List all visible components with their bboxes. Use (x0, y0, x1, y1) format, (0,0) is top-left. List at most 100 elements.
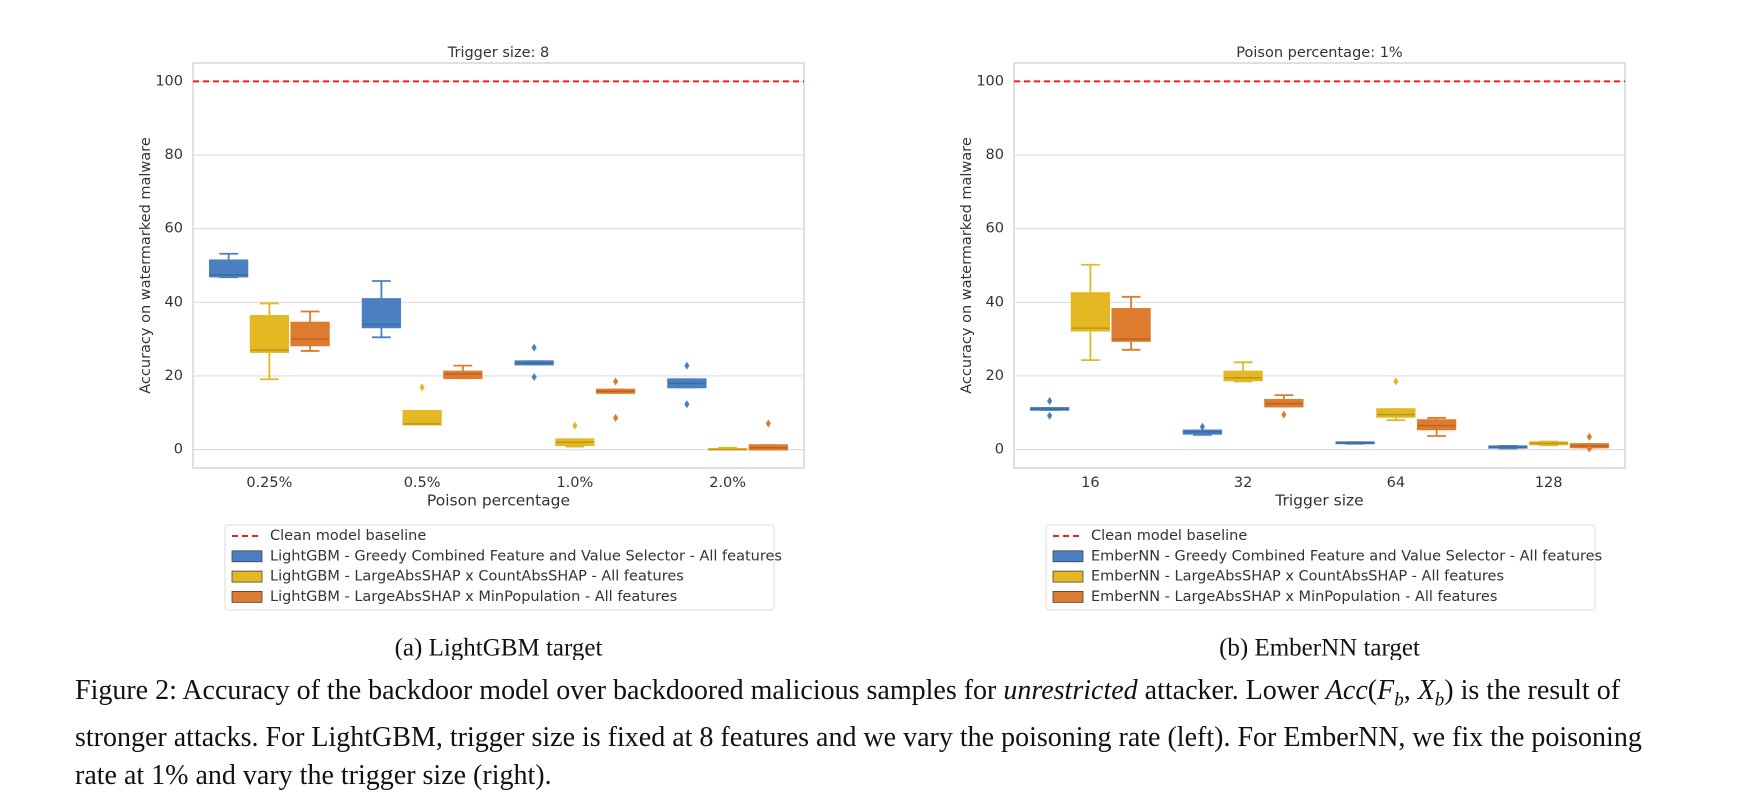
box (1416, 419, 1457, 431)
y-tick-label: 60 (165, 221, 183, 237)
box (1335, 441, 1375, 445)
box (1376, 408, 1416, 418)
legend-swatch (1052, 570, 1084, 583)
x-tick-label: 0.5% (404, 475, 441, 491)
y-tick-label: 100 (976, 73, 1004, 89)
box (1264, 398, 1304, 408)
legend-swatch (231, 550, 263, 563)
box (1528, 441, 1569, 446)
caption-math: Fb (1377, 675, 1404, 711)
box (1111, 308, 1151, 342)
outlier (531, 343, 537, 352)
x-tick-label: 0.25% (246, 475, 292, 491)
legend-label: LightGBM - LargeAbsSHAP x MinPopulation … (270, 589, 677, 605)
caption-text: unrestricted (1003, 675, 1138, 706)
plot-frame (1013, 62, 1626, 469)
caption-math: Xb (1417, 675, 1445, 711)
legend-box (1045, 524, 1596, 611)
y-tick-label: 0 (995, 442, 1004, 458)
legend-label: EmberNN - Greedy Combined Feature and Va… (1091, 548, 1602, 564)
box (443, 370, 483, 380)
box (707, 447, 748, 451)
legend-label: Clean model baseline (270, 528, 426, 544)
y-tick-label: 20 (165, 368, 183, 384)
y-tick-label: 60 (986, 221, 1004, 237)
outlier (1393, 377, 1399, 386)
box (595, 388, 636, 394)
outlier (765, 419, 771, 428)
caption-text: attacker. Lower (1137, 675, 1326, 706)
box (361, 298, 402, 329)
legend-swatch (231, 591, 263, 603)
plot-frame (192, 62, 805, 469)
caption-math: Acc (1325, 675, 1368, 706)
y-tick-label: 80 (986, 147, 1004, 163)
box (290, 321, 330, 347)
legend-label: LightGBM - LargeAbsSHAP x CountAbsSHAP -… (270, 569, 684, 585)
outlier (572, 421, 578, 430)
y-axis-label: Accuracy on watermarked malware (138, 137, 154, 394)
outlier (419, 383, 425, 392)
box (1223, 370, 1263, 382)
y-tick-label: 20 (986, 368, 1004, 384)
y-tick-label: 100 (155, 73, 183, 89)
outlier (1047, 411, 1053, 420)
outlier (1586, 444, 1592, 453)
x-tick-label: 32 (1234, 475, 1252, 491)
x-axis-label: Poison percentage (427, 492, 570, 510)
box (1488, 445, 1528, 449)
caption-text: ) is the result of stronger attacks. For… (75, 675, 1642, 791)
legend-box (224, 524, 775, 611)
caption-math: X (1417, 675, 1435, 706)
box (209, 259, 249, 278)
chart-title: Trigger size: 8 (447, 45, 549, 61)
charts: 0 20 40 60 80 100 Trigger size: 8 Accuracy on w… (138, 45, 1626, 660)
figure-caption: Figure 2: Accuracy of the backdoor model… (75, 672, 1690, 793)
box (1030, 407, 1070, 411)
caption-math: , (1403, 675, 1418, 706)
x-tick-label: 1.0% (556, 475, 593, 491)
legend-swatch (1052, 591, 1084, 603)
outlier (613, 377, 619, 386)
box (667, 378, 707, 389)
outlier (1047, 396, 1053, 405)
x-axis-label: Trigger size (1274, 492, 1363, 510)
box (1070, 292, 1111, 332)
caption-math: b (1434, 689, 1445, 711)
legend-label: EmberNN - LargeAbsSHAP x MinPopulation -… (1091, 589, 1497, 605)
legend-swatch (231, 570, 263, 583)
outlier (684, 400, 690, 409)
legend-swatch (1052, 550, 1084, 563)
chart-title: Poison percentage: 1% (1236, 45, 1402, 61)
x-tick-label: 16 (1081, 475, 1099, 491)
y-tick-label: 40 (986, 294, 1004, 310)
caption-math: F (1377, 675, 1395, 706)
box (514, 360, 554, 366)
subcaption: (b) EmberNN target (1219, 635, 1420, 660)
caption-math: ( (1367, 675, 1378, 706)
y-tick-label: 80 (165, 147, 183, 163)
legend-label: EmberNN - LargeAbsSHAP x CountAbsSHAP - … (1091, 569, 1504, 585)
box (249, 315, 290, 353)
outlier (1281, 410, 1287, 419)
legend-label: Clean model baseline (1091, 528, 1247, 544)
caption-math: b (1394, 689, 1404, 711)
y-axis-label: Accuracy on watermarked malware (959, 137, 975, 394)
outlier (531, 373, 537, 382)
x-tick-label: 128 (1535, 475, 1563, 491)
box (555, 438, 595, 447)
caption-text: Figure 2: Accuracy of the backdoor model… (75, 675, 1004, 706)
subcaption: (a) LightGBM target (395, 635, 603, 660)
box (748, 444, 788, 451)
x-tick-label: 2.0% (709, 475, 746, 491)
outlier (1199, 422, 1205, 431)
y-tick-label: 0 (174, 442, 183, 458)
x-tick-label: 64 (1387, 475, 1405, 491)
outlier (684, 361, 690, 370)
outlier (613, 413, 619, 422)
outlier (1586, 432, 1592, 441)
legend-label: LightGBM - Greedy Combined Feature and V… (270, 548, 782, 564)
box (402, 410, 442, 426)
y-tick-label: 40 (165, 294, 183, 310)
